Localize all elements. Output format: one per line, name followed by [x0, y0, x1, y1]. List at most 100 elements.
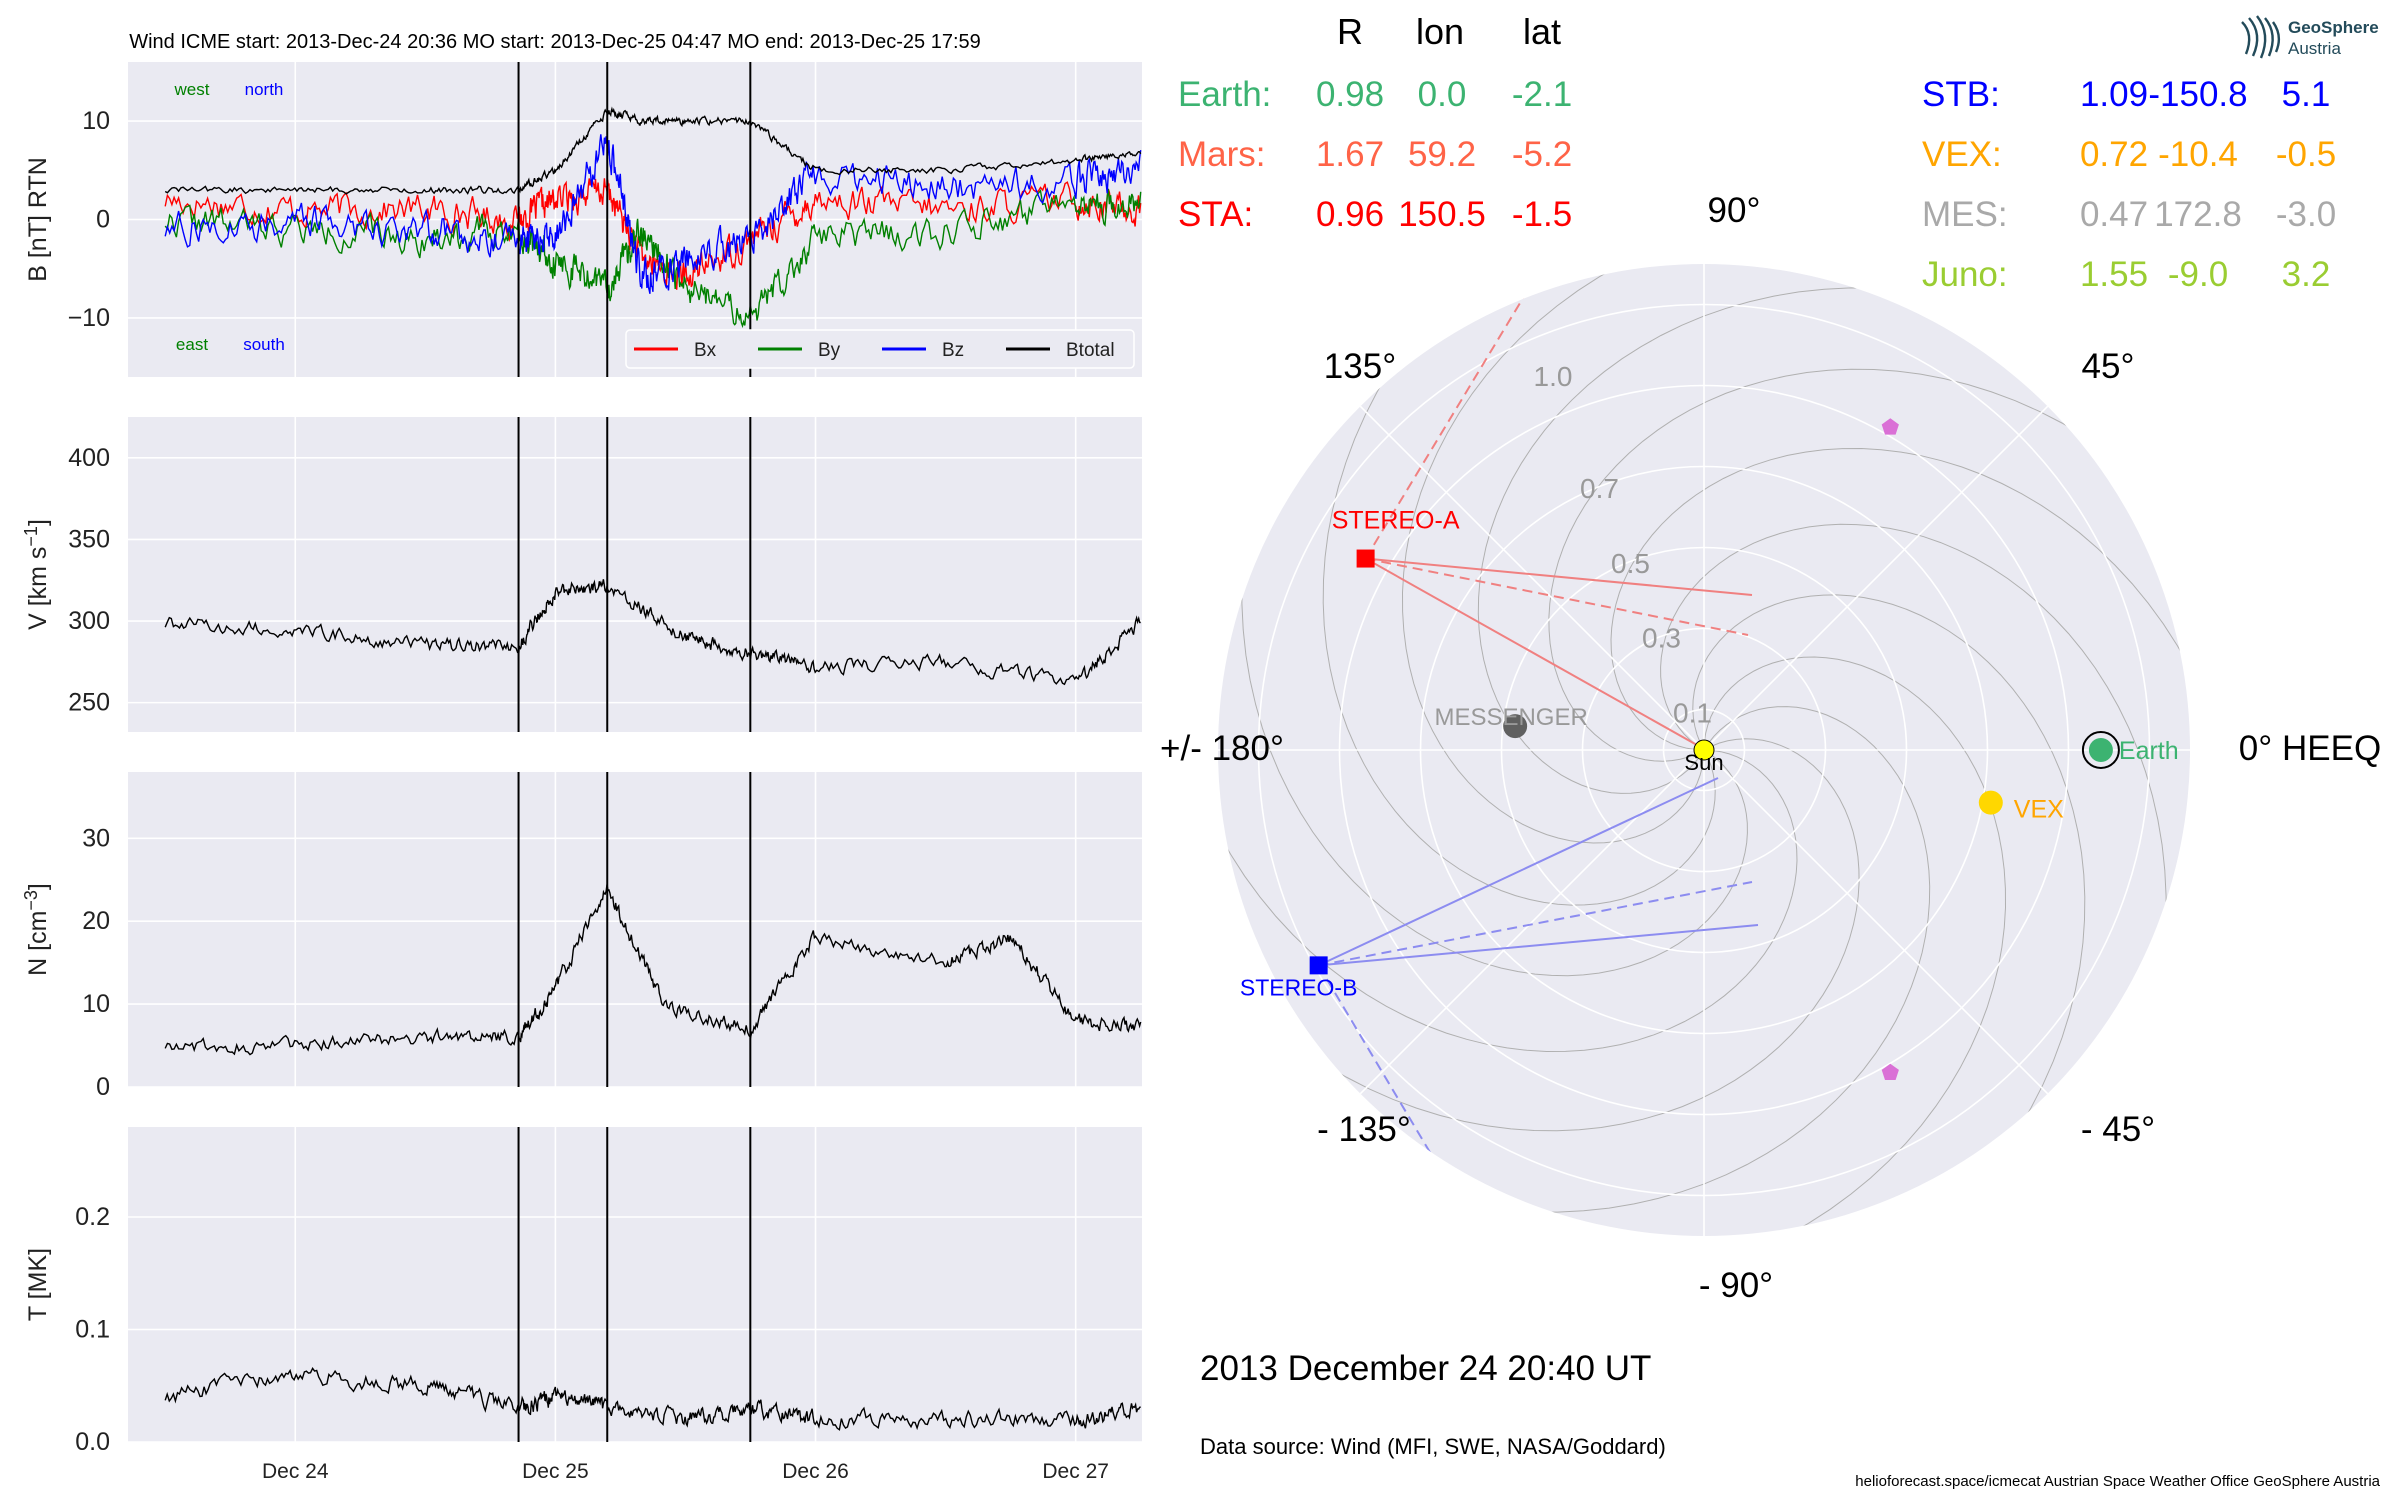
series-line-bx	[164, 178, 1142, 290]
parker-spiral	[1322, 324, 1716, 906]
series-line-btotal	[164, 106, 1142, 195]
parker-spiral	[1477, 706, 1931, 1213]
parker-spiral	[1241, 523, 1748, 977]
y-axis-label: V [km s−1]	[21, 519, 52, 630]
series-line-main	[164, 1367, 1141, 1431]
row-lat: 3.2	[2282, 255, 2331, 294]
earth-label: Earth	[2119, 737, 2179, 765]
parker-spiral	[1703, 656, 2007, 1236]
panel-b-field: −10 0 10 B [nT] RTN	[24, 62, 1142, 377]
radial-tick-label: 1.0	[1534, 361, 1573, 392]
stb-view-line	[1318, 777, 1719, 967]
time-series-panels: −10 0 10 B [nT] RTN 250 300 350 400 V [km s−1] 0 1…	[21, 62, 1142, 1483]
row-r: 1.67	[1316, 135, 1384, 174]
stereo-a-marker	[1356, 549, 1375, 568]
angle-label: 45°	[2082, 347, 2135, 386]
parker-spiral	[1660, 523, 2167, 977]
panel-density: 0 10 20 30 N [cm−3]	[21, 772, 1142, 1101]
series-line-main	[164, 579, 1141, 686]
y-tick-label: 300	[68, 607, 110, 635]
logo-line1: GeoSphere	[2288, 18, 2379, 37]
position-table: R lon lat Earth: 0.98 0.0 -2.1 Mars: 1.67 59.2…	[1178, 11, 2336, 294]
row-r: 0.72	[2080, 135, 2148, 174]
angle-label: - 45°	[2081, 1110, 2155, 1149]
series-line-by	[164, 188, 1142, 329]
angle-label: - 135°	[1317, 1110, 1411, 1149]
angle-label: 90°	[1708, 191, 1761, 230]
legend-box	[625, 329, 1135, 369]
stereo-a-label: STEREO-A	[1332, 507, 1460, 535]
legend-label: Bx	[694, 340, 717, 361]
radial-tick-label: 0.1	[1673, 698, 1712, 729]
footer-credits: helioforecast.space/icmecat Austrian Spa…	[1855, 1473, 2380, 1490]
x-tick-label: Dec 27	[1042, 1460, 1109, 1483]
radial-tick-label: 0.7	[1580, 473, 1619, 504]
y-tick-label: 350	[68, 525, 110, 553]
row-name: Juno:	[1922, 255, 2008, 294]
panel-background	[128, 772, 1142, 1087]
y-axis-label: N [cm−3]	[21, 883, 52, 976]
legend-label: Bz	[942, 340, 964, 361]
row-lat: -5.2	[1512, 135, 1572, 174]
sun-marker	[1693, 739, 1715, 761]
panel-background	[128, 1127, 1142, 1442]
pentagon-marker	[1881, 1063, 1899, 1080]
y-tick-label: 0.1	[75, 1316, 110, 1344]
y-tick-label: 0.0	[75, 1428, 110, 1456]
row-name: STA:	[1178, 195, 1253, 234]
series-line-bz	[164, 134, 1142, 294]
label-west: west	[174, 80, 210, 99]
stereo-b-marker	[1309, 956, 1328, 975]
y-tick-label: 10	[82, 990, 110, 1018]
sta-dashed-ray	[1364, 269, 1541, 560]
y-tick-label: 250	[68, 689, 110, 717]
vex-label: VEX	[2014, 796, 2064, 824]
sta-view-line	[1365, 557, 1749, 636]
parker-spirals	[1218, 264, 2190, 1236]
table-row-sta: STA: 0.96 150.5 -1.5	[1178, 195, 1572, 234]
geosphere-logo-icon	[2241, 15, 2281, 59]
legend-label: By	[818, 340, 841, 361]
y-tick-label: 400	[68, 444, 110, 472]
pentagon-marker	[1881, 418, 1899, 435]
parker-spiral	[1692, 594, 2086, 1176]
sta-view-line	[1365, 557, 1705, 750]
series-line-main	[164, 884, 1142, 1056]
row-lon: 172.8	[2154, 195, 2242, 234]
table-row-juno: Juno: 1.55 -9.0 3.2	[1922, 255, 2330, 294]
row-name: VEX:	[1922, 135, 2002, 174]
sta-view-line	[1365, 557, 1753, 596]
row-lon: 59.2	[1408, 135, 1476, 174]
row-lat: -0.5	[2276, 135, 2336, 174]
stb-view-line	[1318, 881, 1753, 967]
parker-spiral	[1548, 368, 2130, 762]
table-row-vex: VEX: 0.72 -10.4 -0.5	[1922, 135, 2336, 174]
x-tick-label: Dec 26	[782, 1460, 849, 1483]
angle-label: 0° HEEQ	[2239, 729, 2381, 768]
sun-label: Sun	[1684, 750, 1723, 775]
stb-view-line	[1318, 924, 1759, 967]
y-axis-label: T [MK]	[24, 1248, 52, 1321]
parker-spiral	[1218, 749, 1798, 1053]
parker-spiral	[1278, 738, 1860, 1132]
radial-tick-label: 0.5	[1611, 548, 1650, 579]
y-tick-label: −10	[68, 304, 110, 332]
messenger-marker	[1503, 714, 1528, 739]
logo-line2: Austria	[2288, 39, 2341, 58]
row-r: 0.98	[1316, 75, 1384, 114]
row-lon: -150.8	[2148, 75, 2247, 114]
row-r: 0.96	[1316, 195, 1384, 234]
label-south: south	[243, 335, 285, 354]
messenger-label: MESSENGER	[1434, 704, 1587, 731]
label-east: east	[176, 335, 208, 354]
row-r: 1.09	[2080, 75, 2148, 114]
table-header-r: R	[1337, 11, 1363, 52]
row-lon: -9.0	[2168, 255, 2228, 294]
date-text: 2013 December 24 20:40 UT	[1200, 1349, 1651, 1388]
y-tick-label: 20	[82, 907, 110, 935]
table-header-lat: lat	[1523, 11, 1561, 52]
parker-spiral	[1401, 264, 1705, 844]
row-name: MES:	[1922, 195, 2008, 234]
angle-label: +/- 180°	[1160, 729, 1284, 768]
table-header-lon: lon	[1416, 11, 1464, 52]
